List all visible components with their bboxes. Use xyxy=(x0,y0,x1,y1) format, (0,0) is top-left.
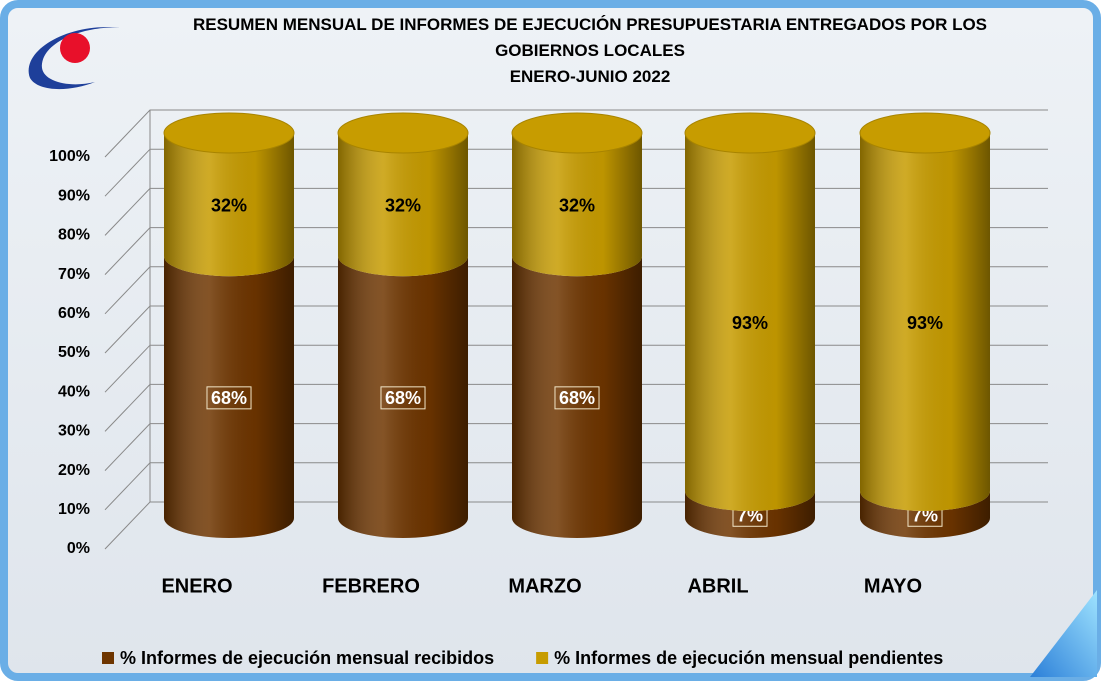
y-tick-label: 80% xyxy=(58,227,90,244)
data-label: 32% xyxy=(211,195,247,215)
cylinder-shade xyxy=(512,133,642,277)
data-label: 32% xyxy=(385,195,421,215)
legend-label: % Informes de ejecución mensual pendient… xyxy=(554,648,943,668)
chart-title: RESUMEN MENSUAL DE INFORMES DE EJECUCIÓN… xyxy=(192,15,988,60)
cylinder-shade xyxy=(860,491,990,538)
y-tick-label: 60% xyxy=(58,305,90,322)
data-label-box xyxy=(554,386,600,410)
data-label: 68% xyxy=(559,388,595,408)
cylinder-shade xyxy=(338,256,468,538)
data-label: 68% xyxy=(385,388,421,408)
legend-swatch xyxy=(536,652,549,664)
chart-subtitle: ENERO-JUNIO 2022 xyxy=(509,67,671,86)
cylinder-top xyxy=(684,112,816,154)
x-tick-label: ENERO xyxy=(161,575,232,597)
x-tick-label: MARZO xyxy=(508,575,581,597)
logo xyxy=(28,27,121,90)
cylinder-shade xyxy=(164,133,294,277)
cylinder-shade xyxy=(338,133,468,277)
y-tick-label: 0% xyxy=(67,540,90,557)
legend-label: % Informes de ejecución mensual recibido… xyxy=(120,648,494,668)
x-tick-label: MAYO xyxy=(864,575,922,597)
data-label: 68% xyxy=(211,388,247,408)
cylinder-top xyxy=(859,112,991,154)
cylinder-top xyxy=(337,112,469,154)
y-tick-label: 40% xyxy=(58,383,90,400)
data-label-box xyxy=(206,386,252,410)
y-tick-label: 10% xyxy=(58,501,90,518)
y-tick-label: 50% xyxy=(58,344,90,361)
title-block: RESUMEN MENSUAL DE INFORMES DE EJECUCIÓN… xyxy=(150,12,1030,90)
x-tick-label: FEBRERO xyxy=(322,575,420,597)
legend-swatch xyxy=(102,652,114,664)
y-tick-label: 70% xyxy=(58,266,90,283)
y-tick-label: 100% xyxy=(49,148,90,165)
cylinder-shade xyxy=(685,491,815,538)
y-tick-label: 20% xyxy=(58,462,90,479)
cylinder-top xyxy=(163,112,295,154)
data-label: 93% xyxy=(732,313,768,333)
cylinder-top xyxy=(511,112,643,154)
y-tick-label: 90% xyxy=(58,187,90,204)
data-label: 32% xyxy=(559,195,595,215)
x-tick-label: ABRIL xyxy=(687,575,748,597)
data-label: 93% xyxy=(907,313,943,333)
corner-decoration xyxy=(1030,590,1097,677)
cylinder-shade xyxy=(685,133,815,512)
cylinder-shade xyxy=(860,133,990,512)
cylinder-shade xyxy=(164,256,294,538)
data-label-box xyxy=(380,386,426,410)
grid-line xyxy=(104,109,1048,158)
cylinder-shade xyxy=(512,256,642,538)
y-tick-label: 30% xyxy=(58,423,90,440)
